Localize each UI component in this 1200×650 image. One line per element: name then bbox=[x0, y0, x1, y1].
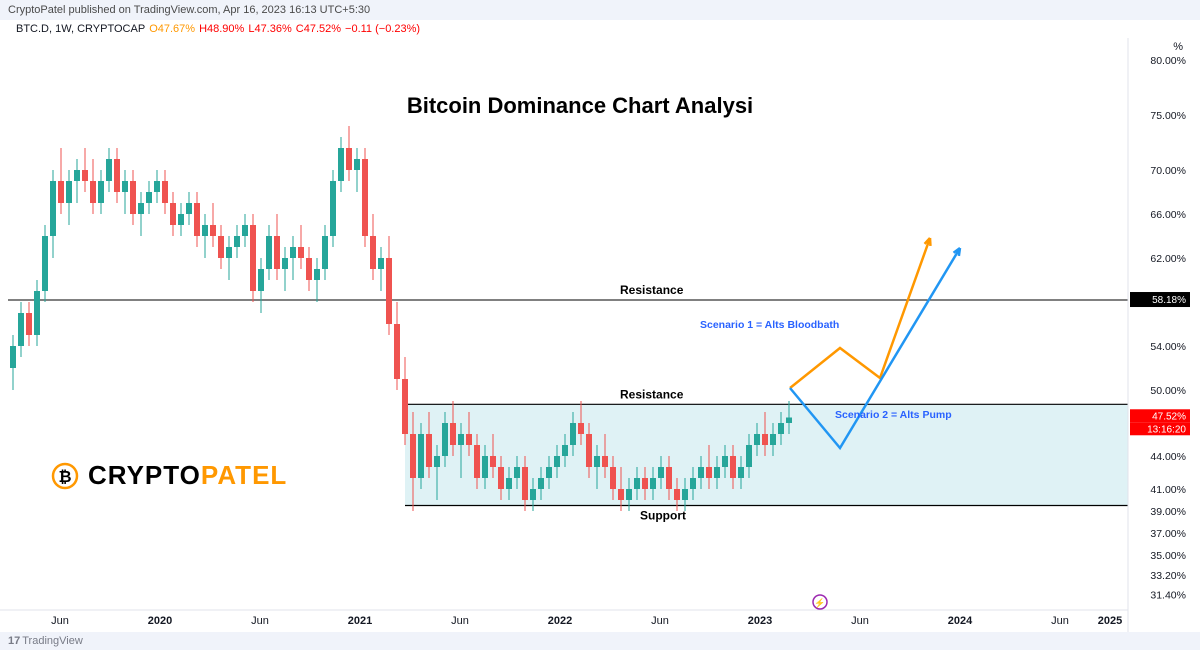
svg-text:41.00%: 41.00% bbox=[1150, 484, 1186, 496]
ohlc-high: H48.90% bbox=[199, 23, 244, 35]
svg-text:62.00%: 62.00% bbox=[1150, 253, 1186, 265]
svg-text:%: % bbox=[1173, 41, 1183, 53]
svg-text:54.00%: 54.00% bbox=[1150, 341, 1186, 353]
svg-text:Jun: Jun bbox=[451, 615, 469, 627]
svg-text:39.00%: 39.00% bbox=[1150, 506, 1186, 518]
svg-text:47.52%: 47.52% bbox=[1152, 411, 1186, 422]
logo-icon: ₿ bbox=[50, 461, 80, 491]
svg-text:50.00%: 50.00% bbox=[1150, 385, 1186, 397]
svg-text:66.00%: 66.00% bbox=[1150, 209, 1186, 221]
svg-text:13:16:20: 13:16:20 bbox=[1147, 424, 1186, 435]
svg-text:₿: ₿ bbox=[58, 468, 71, 486]
svg-text:58.18%: 58.18% bbox=[1152, 295, 1186, 306]
svg-text:Bitcoin Dominance Chart Analys: Bitcoin Dominance Chart Analysi bbox=[407, 93, 753, 118]
brand-logo: ₿ CRYPTOPATEL bbox=[50, 460, 287, 491]
svg-text:Jun: Jun bbox=[651, 615, 669, 627]
svg-text:33.20%: 33.20% bbox=[1150, 570, 1186, 582]
svg-text:80.00%: 80.00% bbox=[1150, 55, 1186, 67]
footer-text: TradingView bbox=[22, 635, 83, 647]
symbol-info-bar: BTC.D, 1W, CRYPTOCAP O47.67% H48.90% L47… bbox=[0, 20, 1200, 38]
svg-text:2025: 2025 bbox=[1098, 615, 1122, 627]
svg-text:2020: 2020 bbox=[148, 615, 172, 627]
svg-text:2024: 2024 bbox=[948, 615, 973, 627]
svg-text:Jun: Jun bbox=[251, 615, 269, 627]
ohlc-low: L47.36% bbox=[248, 23, 291, 35]
ohlc-change: −0.11 (−0.23%) bbox=[345, 23, 420, 35]
svg-text:35.00%: 35.00% bbox=[1150, 550, 1186, 562]
svg-text:⚡: ⚡ bbox=[814, 597, 825, 609]
svg-text:Resistance: Resistance bbox=[620, 283, 684, 297]
footer-bar: 17 TradingView bbox=[0, 632, 1200, 650]
svg-text:Support: Support bbox=[640, 509, 686, 523]
logo-text: CRYPTOPATEL bbox=[88, 460, 287, 491]
svg-text:70.00%: 70.00% bbox=[1150, 165, 1186, 177]
ohlc-close: C47.52% bbox=[296, 23, 341, 35]
svg-text:2021: 2021 bbox=[348, 615, 372, 627]
svg-text:75.00%: 75.00% bbox=[1150, 110, 1186, 122]
svg-text:2023: 2023 bbox=[748, 615, 772, 627]
svg-text:Jun: Jun bbox=[851, 615, 869, 627]
publish-text: CryptoPatel published on TradingView.com… bbox=[8, 4, 370, 16]
svg-text:31.40%: 31.40% bbox=[1150, 590, 1186, 602]
symbol-text: BTC.D, 1W, CRYPTOCAP bbox=[16, 23, 145, 35]
publish-bar: CryptoPatel published on TradingView.com… bbox=[0, 0, 1200, 20]
svg-text:Scenario 1 = Alts Bloodbath: Scenario 1 = Alts Bloodbath bbox=[700, 319, 839, 331]
svg-text:Resistance: Resistance bbox=[620, 387, 684, 401]
svg-text:Jun: Jun bbox=[51, 615, 69, 627]
chart-svg: Bitcoin Dominance Chart Analysi Resistanc… bbox=[0, 38, 1200, 632]
svg-text:Jun: Jun bbox=[1051, 615, 1069, 627]
ohlc-open: O47.67% bbox=[149, 23, 195, 35]
svg-text:Scenario 2 = Alts Pump: Scenario 2 = Alts Pump bbox=[835, 409, 952, 421]
svg-text:2022: 2022 bbox=[548, 615, 572, 627]
svg-text:44.00%: 44.00% bbox=[1150, 451, 1186, 463]
svg-text:37.00%: 37.00% bbox=[1150, 528, 1186, 540]
chart-area[interactable]: Bitcoin Dominance Chart Analysi Resistanc… bbox=[0, 38, 1200, 650]
